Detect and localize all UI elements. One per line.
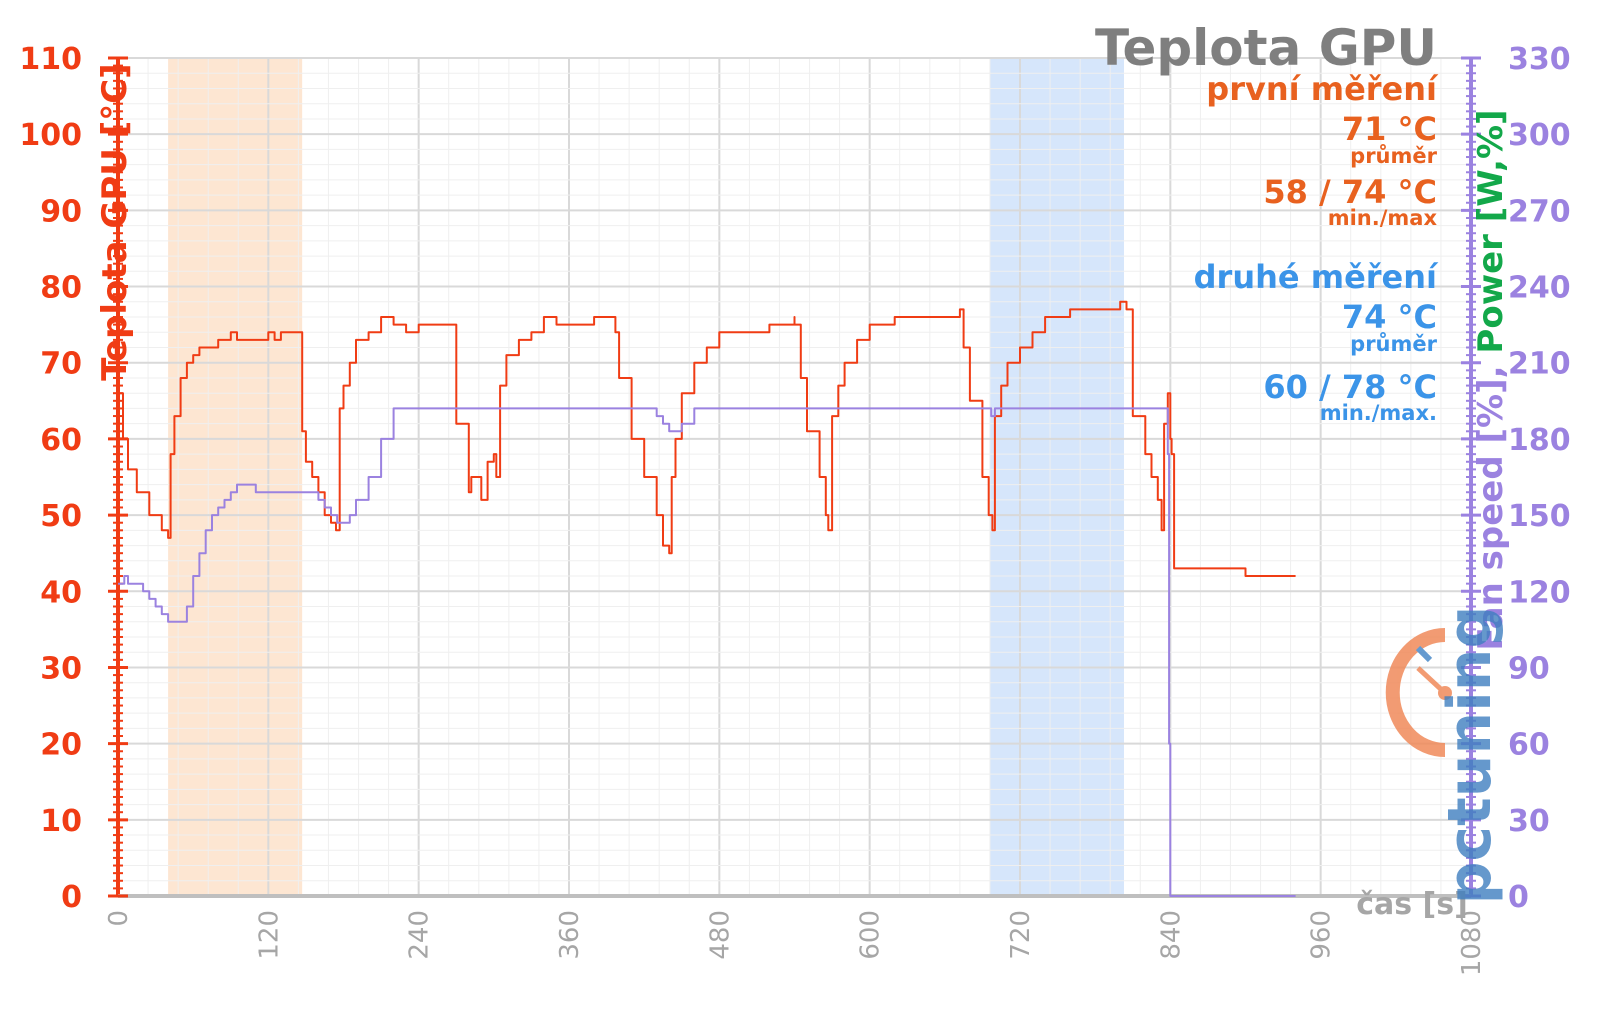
x-tick-label: 120 xyxy=(254,910,284,960)
x-tick-label: 960 xyxy=(1307,910,1337,960)
second-avg-value: 74 °C xyxy=(1342,298,1437,336)
y-tick-label-right: 300 xyxy=(1508,118,1571,153)
x-tick-label: 1080 xyxy=(1457,910,1487,976)
y-axis-label-left: Teplota GPU [°C] xyxy=(95,63,135,380)
y-tick-label-right: 150 xyxy=(1508,499,1571,534)
y-tick-label-right: 60 xyxy=(1508,728,1550,763)
y-tick-label-left: 30 xyxy=(40,651,82,686)
highlight-bands xyxy=(168,58,1124,896)
y-axis-label-right-part-3: Power [W,%] xyxy=(1471,109,1511,353)
logo-text: pctuning xyxy=(1435,606,1505,905)
x-tick-label: 720 xyxy=(1006,910,1036,960)
y-tick-label-right: 330 xyxy=(1508,42,1571,77)
x-tick-label: 600 xyxy=(856,910,886,960)
info-title: Teplota GPU xyxy=(1095,19,1437,77)
second-avg-label: průměr xyxy=(1350,332,1437,356)
y-tick-label-right: 210 xyxy=(1508,347,1571,382)
y-tick-label-left: 110 xyxy=(19,42,82,77)
second-minmax-value: 60 / 78 °C xyxy=(1263,368,1437,406)
y-tick-label-left: 10 xyxy=(40,804,82,839)
x-tick-label: 360 xyxy=(555,910,585,960)
tick-labels: 0 10 20 30 40 50 60 70 80 90 100 110 0 30 60 90 120 150 18… xyxy=(19,42,1570,976)
series-line-2 xyxy=(118,407,1296,897)
x-axis-label: čas [s] xyxy=(1356,887,1468,922)
y-tick-label-right: 240 xyxy=(1508,271,1571,306)
second-measurement-label: druhé měření xyxy=(1194,258,1439,296)
first-minmax-value: 58 / 74 °C xyxy=(1263,173,1437,211)
y-tick-label-left: 50 xyxy=(40,499,82,534)
x-tick-label: 0 xyxy=(104,910,134,927)
y-tick-label-left: 20 xyxy=(40,728,82,763)
highlight-band-2 xyxy=(989,58,1124,896)
grid-lines xyxy=(117,57,1472,897)
x-tick-label: 840 xyxy=(1156,910,1186,960)
highlight-band-1 xyxy=(168,58,303,896)
y-tick-label-right: 30 xyxy=(1508,804,1550,839)
y-tick-label-right: 180 xyxy=(1508,423,1571,458)
y-tick-label-right: 270 xyxy=(1508,194,1571,229)
first-avg-value: 71 °C xyxy=(1342,110,1437,148)
y-tick-label-right: 0 xyxy=(1508,880,1529,915)
pctuning-logo: pctuning xyxy=(1385,606,1505,905)
y-tick-label-right: 90 xyxy=(1508,651,1550,686)
y-tick-label-left: 0 xyxy=(61,880,82,915)
y-axis-label-right-part-1: Fan speed [%] xyxy=(1471,378,1511,650)
first-minmax-label: min./max xyxy=(1328,206,1438,230)
series-line-1 xyxy=(118,300,1296,577)
x-tick-label: 480 xyxy=(705,910,735,960)
y-tick-label-left: 40 xyxy=(40,575,82,610)
first-avg-label: průměr xyxy=(1350,144,1437,168)
stopwatch-icon xyxy=(1385,628,1452,757)
first-measurement-label: první měření xyxy=(1206,70,1439,108)
info-box: Teplota GPU první měření 71 °C průměr 58… xyxy=(1095,19,1439,425)
y-tick-label-right: 120 xyxy=(1508,575,1571,610)
x-tick-label: 240 xyxy=(405,910,435,960)
y-tick-label-left: 70 xyxy=(40,347,82,382)
y-axis-label-right-part-2: , xyxy=(1471,354,1511,379)
y-tick-label-left: 100 xyxy=(19,118,82,153)
series-lines xyxy=(118,300,1296,897)
y-axis-label-right: Fan speed [%], Power [W,%] xyxy=(1471,109,1511,650)
y-tick-label-left: 80 xyxy=(40,271,82,306)
y-tick-label-left: 60 xyxy=(40,423,82,458)
second-minmax-label: min./max. xyxy=(1320,401,1437,425)
y-tick-label-left: 90 xyxy=(40,194,82,229)
